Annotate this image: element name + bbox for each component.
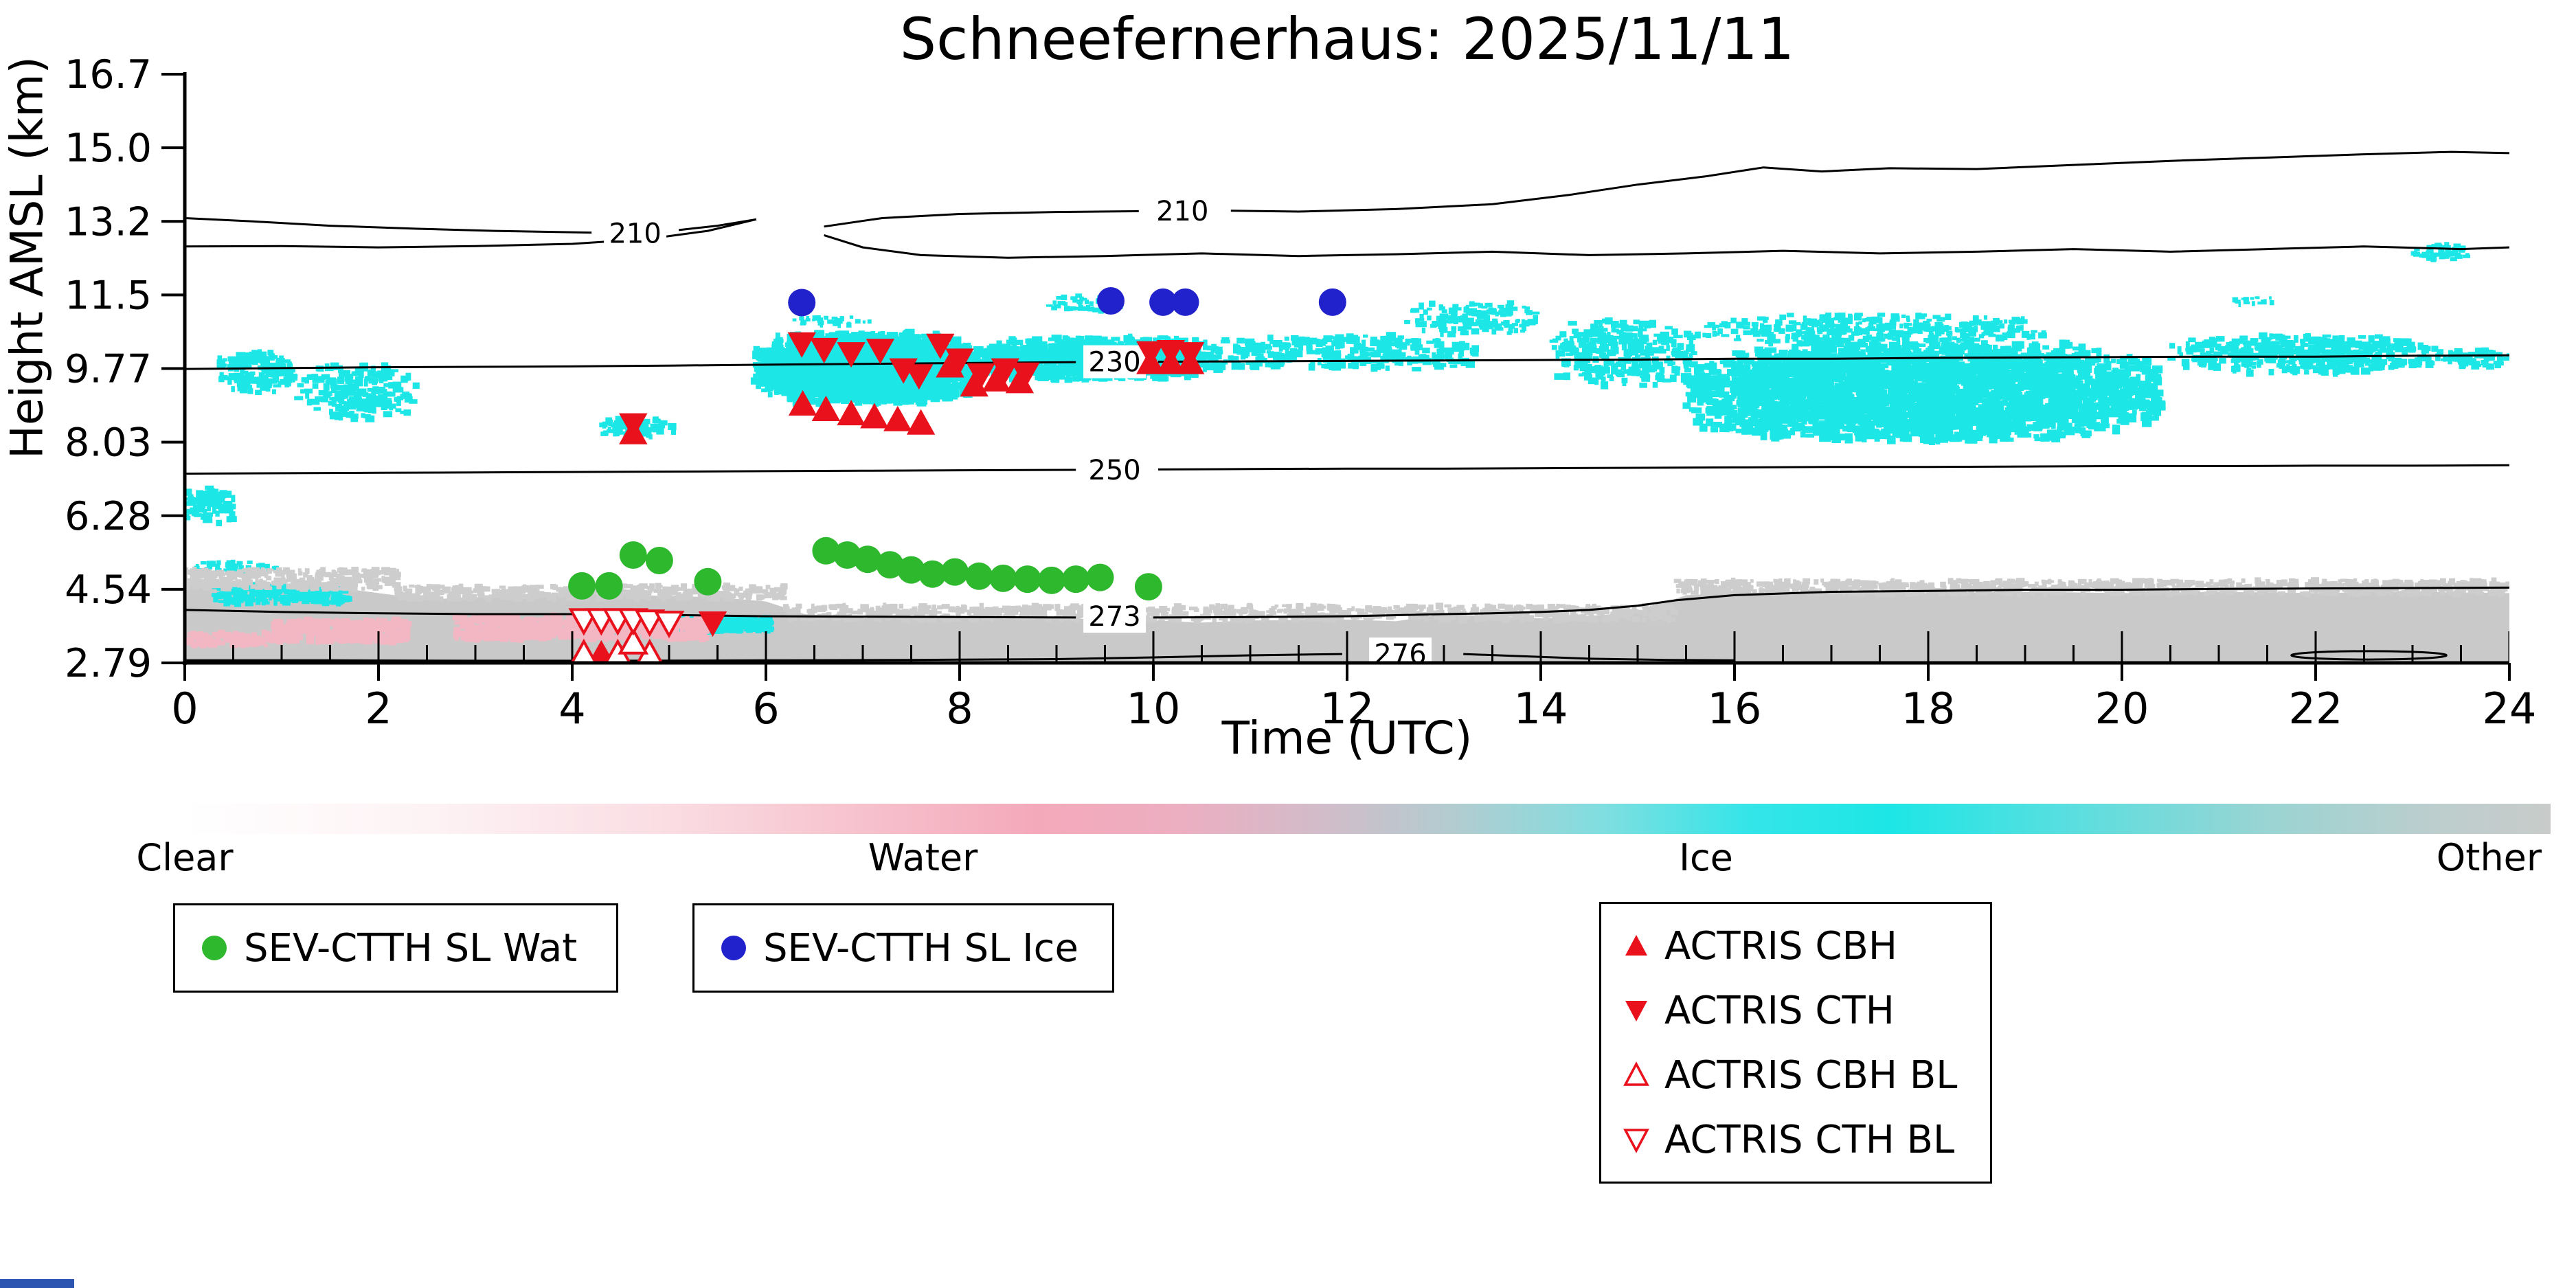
- legend-row-cth: ACTRIS CTH: [1620, 988, 1983, 1033]
- chart-title: Schneefernerhaus: 2025/11/11: [899, 5, 1795, 73]
- y-axis-label: Height AMSL (km): [1, 56, 54, 459]
- bottom-left-artifact: [0, 1279, 74, 1288]
- legend-row-cbh-bl: ACTRIS CBH BL: [1620, 1053, 1983, 1098]
- inner-ticks: [185, 631, 2509, 663]
- colorbar: [185, 804, 2551, 834]
- colorbar-label: Other: [2437, 836, 2542, 879]
- legend-row-cth-bl: ACTRIS CTH BL: [1620, 1118, 1983, 1162]
- legend-sev-ice: SEV-CTTH SL Ice: [692, 903, 1114, 993]
- legend-cbh-label: ACTRIS CBH: [1664, 923, 1898, 969]
- axes: 16.715.013.211.59.778.036.284.542.790 2 4 6…: [65, 52, 2536, 734]
- x-axis-label: Time (UTC): [1221, 712, 1473, 765]
- legend-cth-bl-label: ACTRIS CTH BL: [1664, 1117, 1955, 1162]
- legend-cth-label: ACTRIS CTH: [1664, 988, 1895, 1033]
- legend-row-cbh: ACTRIS CBH: [1620, 924, 1983, 969]
- red-triangle-up-icon: [1625, 935, 1647, 956]
- legend-actris: ACTRIS CBH ACTRIS CTH ACTRIS CBH BL ACTR…: [1599, 902, 1992, 1184]
- red-triangle-down-icon: [1625, 1001, 1647, 1021]
- red-triangle-down-open-icon: [1623, 1129, 1649, 1153]
- legend-cbh-bl-label: ACTRIS CBH BL: [1664, 1052, 1958, 1098]
- blue-circle-icon: [721, 936, 746, 960]
- legend-sev-ice-label: SEV-CTTH SL Ice: [763, 925, 1078, 971]
- legend-sev-wat-label: SEV-CTTH SL Wat: [244, 925, 578, 971]
- colorbar-label: Ice: [1679, 836, 1733, 879]
- chart-canvas: 21021023025027327616.715.013.211.59.778.…: [65, 52, 2551, 879]
- red-triangle-up-open-icon: [1623, 1061, 1649, 1086]
- markers: [568, 287, 1346, 663]
- legend-sev-wat: SEV-CTTH SL Wat: [173, 903, 618, 993]
- colorbar-label: Clear: [136, 836, 234, 879]
- green-circle-icon: [202, 936, 227, 960]
- colorbar-label: Water: [868, 836, 978, 879]
